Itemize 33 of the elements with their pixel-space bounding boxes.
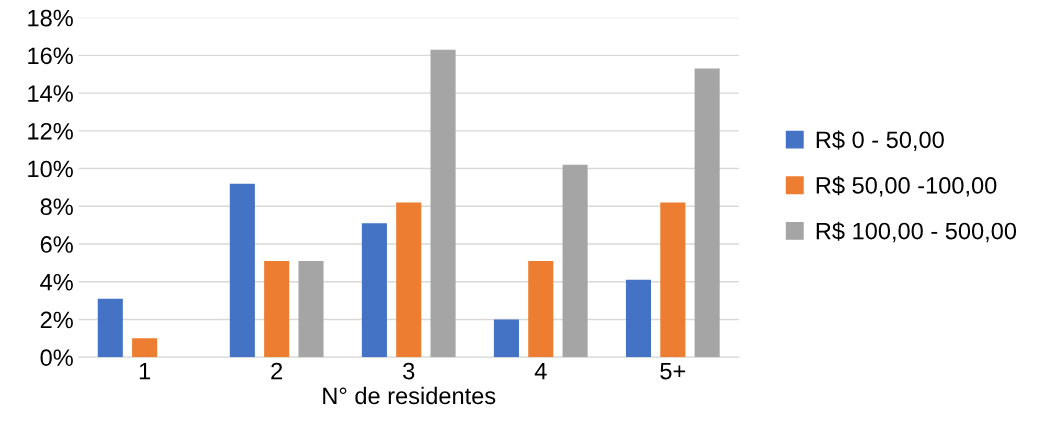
- x-tick-label: 3: [403, 362, 415, 380]
- bar: [229, 183, 255, 358]
- x-tick-label: 1: [139, 362, 151, 380]
- bar: [298, 261, 324, 358]
- bar: [528, 261, 554, 358]
- bar: [562, 164, 588, 358]
- x-axis-title: N° de residentes: [323, 386, 496, 405]
- x-tick-label: 5+: [660, 362, 686, 380]
- bar: [493, 319, 519, 358]
- y-tick-label: 14%: [28, 85, 73, 102]
- legend-label: R$ 50,00 -100,00: [816, 176, 997, 197]
- y-tick-label: 12%: [28, 122, 73, 140]
- y-tick-label: 8%: [40, 198, 73, 216]
- y-tick-label: 16%: [28, 47, 73, 65]
- y-tick-label: 4%: [40, 273, 73, 291]
- y-tick-label: 10%: [28, 160, 73, 178]
- legend-label: R$ 100,00 - 500,00: [816, 221, 1017, 243]
- bar: [132, 338, 158, 358]
- bar: [361, 223, 387, 358]
- bar: [660, 202, 686, 358]
- bar: [430, 49, 456, 358]
- y-tick-label: 0%: [40, 349, 73, 366]
- legend-label: R$ 0 - 50,00: [816, 130, 944, 151]
- bar: [396, 202, 422, 358]
- bar: [625, 279, 652, 358]
- bar: [694, 68, 720, 358]
- x-tick-label: 2: [271, 362, 283, 380]
- y-tick-label: 2%: [40, 311, 73, 329]
- y-tick-label: 18%: [28, 9, 73, 27]
- bar: [97, 298, 123, 358]
- bar: [264, 261, 290, 358]
- x-tick-label: 4: [534, 362, 547, 380]
- y-tick-label: 6%: [40, 236, 73, 253]
